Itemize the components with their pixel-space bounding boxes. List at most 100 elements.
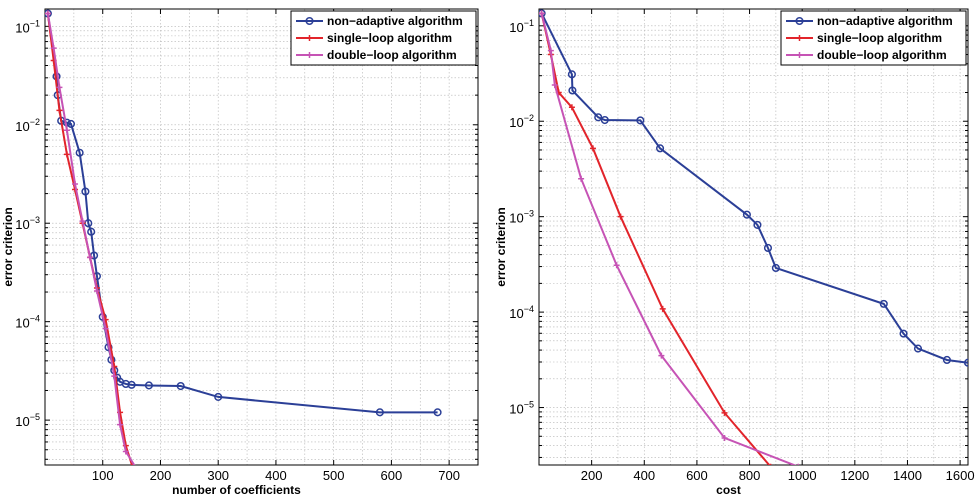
legend-marker (796, 35, 803, 41)
data-point (942, 355, 951, 365)
x-tick-label: 1000 (788, 468, 817, 483)
x-tick-label: 1200 (840, 468, 869, 483)
legend-marker (306, 35, 313, 41)
data-point (93, 287, 100, 294)
series-group (45, 9, 442, 473)
y-tick-label: 10−1 (15, 18, 40, 35)
data-point (122, 448, 129, 455)
x-tick-label: 300 (207, 468, 229, 483)
data-point (75, 148, 84, 157)
x-tick-label: 400 (265, 468, 287, 483)
grid (539, 9, 968, 465)
y-tick-label: 10−3 (509, 209, 534, 226)
data-point (56, 107, 63, 114)
data-point (50, 45, 57, 52)
data-point (72, 181, 79, 188)
series-line (540, 12, 968, 364)
data-point (721, 434, 728, 441)
data-point (742, 210, 751, 219)
data-point (176, 381, 185, 391)
x-axis-label: cost (716, 483, 741, 497)
data-point (913, 344, 923, 353)
y-tick-label: 10−5 (15, 412, 40, 429)
x-tick-label: 700 (438, 468, 460, 483)
y-tick-label: 10−4 (15, 314, 40, 331)
y-tick-label: 10−5 (509, 400, 534, 417)
axes-frame (538, 8, 969, 466)
data-point (899, 329, 908, 338)
data-point (547, 47, 554, 54)
data-point (66, 119, 76, 128)
legend-label: single−loop algorithm (817, 31, 942, 45)
axes-frame (44, 8, 479, 466)
data-point (879, 299, 888, 308)
y-tick-label: 10−4 (509, 304, 534, 321)
data-point (963, 358, 968, 367)
data-point (111, 373, 118, 380)
y-tick-label: 10−2 (509, 113, 534, 130)
x-tick-label: 100 (92, 468, 114, 483)
data-point (613, 262, 620, 269)
x-tick-label: 200 (581, 468, 603, 483)
data-point (567, 70, 576, 79)
x-tick-label: 400 (633, 468, 655, 483)
data-point (81, 187, 90, 196)
y-tick-label: 10−1 (509, 18, 534, 35)
series-line (540, 13, 797, 465)
data-point (433, 408, 442, 417)
data-point (656, 144, 665, 153)
data-point (63, 151, 70, 158)
data-point (56, 84, 63, 91)
data-point (658, 352, 665, 359)
plot-area (539, 9, 968, 465)
x-axis-label: number of coefficients (172, 483, 301, 497)
data-point (551, 81, 558, 88)
data-point (102, 325, 109, 332)
data-point (87, 254, 94, 261)
data-point (79, 218, 86, 225)
legend-marker (306, 52, 313, 58)
legend-label: non−adaptive algorithm (817, 14, 953, 28)
legend: non−adaptive algorithm single−loop algori… (290, 10, 477, 66)
legend-label: double−loop algorithm (327, 48, 457, 62)
y-tick-label: 10−2 (15, 117, 40, 134)
data-point (127, 380, 136, 389)
data-point (87, 227, 96, 236)
data-point (797, 463, 799, 465)
x-tick-label: 1400 (893, 468, 922, 483)
x-tick-label: 600 (381, 468, 403, 483)
data-point (134, 467, 140, 473)
x-tick-label: 1600 (946, 468, 975, 483)
legend-marker (796, 52, 803, 58)
y-axis-label: error criterion (1, 207, 15, 286)
data-point (578, 175, 585, 182)
x-tick-label: 200 (150, 468, 172, 483)
data-point (539, 10, 545, 17)
data-point (214, 392, 223, 401)
right-chart-panel: 200 400 600 800 1000 1200 1400 1600 10−1 10−2 10−3… (494, 8, 975, 497)
y-tick-label: 10−3 (15, 215, 40, 232)
data-point (117, 421, 124, 428)
data-point (763, 243, 773, 253)
legend-label: single−loop algorithm (327, 31, 452, 45)
data-point (636, 116, 645, 125)
data-point (617, 213, 624, 220)
data-point (721, 409, 728, 416)
legend-label: double−loop algorithm (817, 48, 947, 62)
data-point (568, 86, 577, 95)
series-group (539, 9, 968, 465)
x-tick-label: 600 (686, 468, 708, 483)
data-point (375, 408, 384, 417)
legend-marker (305, 16, 314, 26)
data-point (594, 113, 603, 122)
data-point (753, 220, 762, 229)
data-point (144, 381, 153, 390)
data-point (659, 305, 666, 312)
data-point (63, 127, 70, 134)
data-point (769, 463, 772, 465)
y-axis-label: error criterion (494, 207, 508, 286)
data-point (45, 10, 51, 17)
data-point (771, 263, 780, 273)
legend-label: non−adaptive algorithm (327, 14, 463, 28)
